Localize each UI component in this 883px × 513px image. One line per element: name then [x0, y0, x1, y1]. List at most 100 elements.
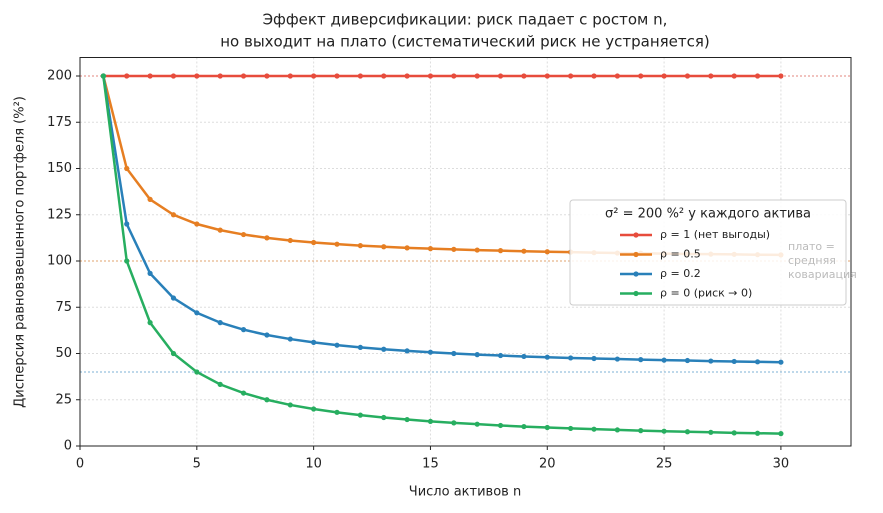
point	[638, 428, 644, 434]
legend-label: ρ = 1 (нет выгоды)	[660, 228, 770, 241]
point	[240, 73, 247, 79]
point	[708, 429, 714, 435]
point	[661, 428, 667, 434]
point	[591, 73, 597, 79]
point	[404, 245, 410, 251]
point	[287, 73, 293, 79]
legend-swatch-dot	[633, 232, 639, 238]
point	[334, 409, 340, 415]
point	[778, 359, 784, 365]
y-axis-label: Дисперсия равновзвешенного портфеля (%²)	[13, 96, 28, 408]
point	[427, 73, 434, 79]
y-tick-label: 150	[47, 161, 72, 176]
point	[124, 221, 130, 227]
annotation: средняя	[788, 254, 836, 267]
x-tick-label: 20	[539, 457, 556, 472]
point	[287, 402, 293, 408]
chart-title: Эффект диверсификации: риск падает с рос…	[263, 11, 668, 29]
point	[497, 422, 504, 429]
point	[568, 73, 574, 79]
point	[451, 73, 457, 79]
point	[427, 418, 434, 424]
y-tick-label: 200	[47, 69, 72, 84]
x-tick-label: 0	[76, 457, 84, 472]
y-tick-label: 75	[55, 300, 72, 315]
y-tick-label: 100	[47, 254, 72, 269]
point	[264, 73, 270, 79]
legend-swatch-dot	[633, 290, 639, 297]
point	[521, 353, 527, 360]
point	[497, 73, 504, 79]
point	[544, 424, 550, 431]
point	[591, 426, 597, 432]
point	[427, 246, 434, 252]
point	[147, 270, 153, 276]
point	[684, 357, 691, 364]
point	[778, 431, 784, 437]
point	[381, 244, 387, 250]
point	[544, 73, 550, 79]
point	[264, 235, 270, 241]
legend-box	[569, 199, 847, 306]
y-tick-label: 175	[47, 115, 72, 130]
point	[240, 327, 247, 333]
y-tick-label: 125	[47, 207, 72, 222]
point	[194, 310, 200, 316]
point	[451, 246, 457, 252]
legend-swatch-dot	[633, 251, 639, 258]
point	[497, 352, 504, 359]
point	[287, 237, 293, 244]
point	[521, 248, 527, 254]
point	[217, 320, 223, 326]
point	[170, 212, 177, 218]
annotation: ковариация	[788, 268, 857, 281]
legend-label: ρ = 0 (риск → 0)	[660, 287, 752, 300]
legend-label: ρ = 0.2	[660, 267, 701, 280]
x-tick-label: 5	[193, 457, 201, 472]
point	[217, 227, 223, 233]
point	[568, 355, 574, 361]
point	[404, 416, 410, 423]
point	[591, 355, 597, 362]
point	[474, 247, 480, 253]
point	[521, 73, 527, 79]
point	[731, 358, 737, 365]
point	[334, 241, 340, 247]
point	[240, 390, 247, 396]
point	[147, 320, 153, 326]
series-line	[102, 75, 781, 435]
point	[357, 412, 363, 418]
point	[357, 344, 363, 350]
point	[100, 73, 106, 79]
point	[568, 425, 574, 432]
point	[124, 258, 130, 264]
point	[754, 359, 761, 365]
point	[311, 73, 317, 79]
point	[124, 73, 130, 79]
point	[474, 352, 480, 358]
point	[474, 421, 480, 427]
x-tick-label: 30	[773, 457, 790, 472]
point	[661, 73, 667, 79]
point	[614, 73, 620, 79]
point	[661, 357, 667, 363]
point	[684, 73, 691, 79]
point	[287, 336, 293, 342]
point	[264, 397, 270, 403]
point	[240, 231, 247, 238]
point	[684, 429, 691, 435]
point	[778, 73, 784, 79]
point	[451, 350, 457, 357]
point	[708, 358, 714, 364]
point	[381, 414, 387, 421]
point	[731, 430, 737, 436]
point	[170, 295, 177, 301]
point	[754, 430, 761, 436]
point	[311, 239, 317, 246]
x-axis-label: Число активов n	[409, 485, 521, 500]
x-tick-label: 10	[305, 457, 322, 472]
point	[217, 381, 223, 387]
point	[544, 249, 550, 255]
point	[708, 73, 714, 79]
y-tick-label: 50	[55, 346, 72, 361]
